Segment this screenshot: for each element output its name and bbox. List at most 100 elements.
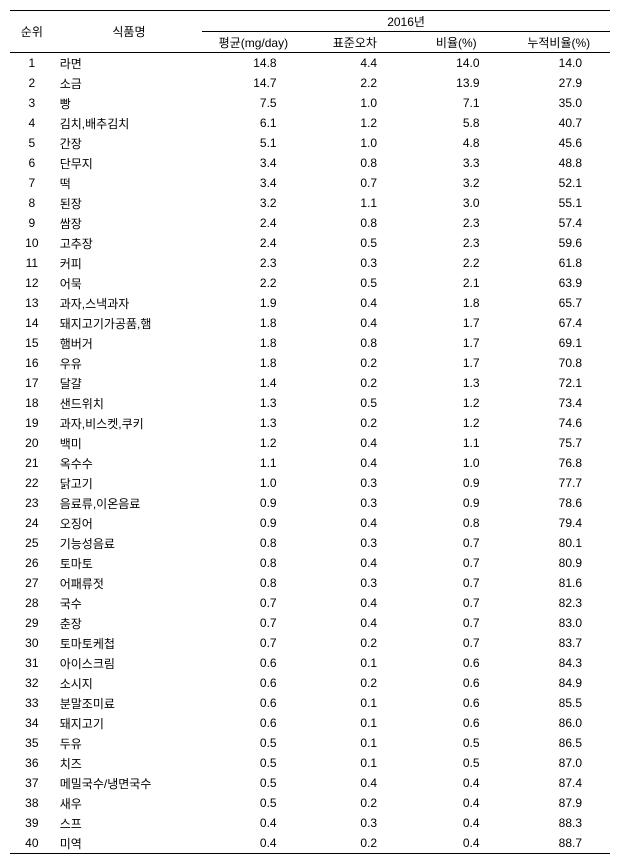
- cell-ratio: 1.8: [405, 293, 507, 313]
- cell-food-name: 어패류젓: [54, 573, 202, 593]
- cell-avg: 2.2: [202, 273, 304, 293]
- cell-rank: 31: [10, 653, 54, 673]
- cell-rank: 1: [10, 53, 54, 74]
- cell-ratio: 0.7: [405, 553, 507, 573]
- header-cumratio: 누적비율(%): [508, 32, 610, 53]
- cell-stderr: 0.2: [305, 353, 405, 373]
- cell-stderr: 1.0: [305, 133, 405, 153]
- cell-cumratio: 55.1: [508, 193, 610, 213]
- cell-avg: 2.4: [202, 213, 304, 233]
- cell-ratio: 1.2: [405, 413, 507, 433]
- cell-cumratio: 67.4: [508, 313, 610, 333]
- cell-avg: 1.1: [202, 453, 304, 473]
- cell-rank: 24: [10, 513, 54, 533]
- cell-cumratio: 14.0: [508, 53, 610, 74]
- cell-food-name: 소시지: [54, 673, 202, 693]
- header-food-name: 식품명: [54, 11, 202, 53]
- cell-cumratio: 75.7: [508, 433, 610, 453]
- cell-avg: 1.8: [202, 313, 304, 333]
- cell-rank: 32: [10, 673, 54, 693]
- cell-food-name: 소금: [54, 73, 202, 93]
- cell-food-name: 백미: [54, 433, 202, 453]
- cell-rank: 23: [10, 493, 54, 513]
- cell-food-name: 스프: [54, 813, 202, 833]
- cell-stderr: 0.1: [305, 753, 405, 773]
- table-row: 30토마토케첩0.70.20.783.7: [10, 633, 610, 653]
- cell-ratio: 0.6: [405, 673, 507, 693]
- cell-stderr: 0.7: [305, 173, 405, 193]
- cell-stderr: 0.4: [305, 513, 405, 533]
- cell-ratio: 14.0: [405, 53, 507, 74]
- cell-ratio: 1.7: [405, 313, 507, 333]
- cell-cumratio: 77.7: [508, 473, 610, 493]
- cell-food-name: 커피: [54, 253, 202, 273]
- table-row: 33분말조미료0.60.10.685.5: [10, 693, 610, 713]
- table-row: 8된장3.21.13.055.1: [10, 193, 610, 213]
- cell-avg: 3.2: [202, 193, 304, 213]
- cell-food-name: 치즈: [54, 753, 202, 773]
- table-row: 10고추장2.40.52.359.6: [10, 233, 610, 253]
- cell-cumratio: 80.9: [508, 553, 610, 573]
- cell-cumratio: 45.6: [508, 133, 610, 153]
- cell-stderr: 4.4: [305, 53, 405, 74]
- cell-rank: 15: [10, 333, 54, 353]
- table-row: 28국수0.70.40.782.3: [10, 593, 610, 613]
- cell-avg: 0.9: [202, 513, 304, 533]
- cell-food-name: 샌드위치: [54, 393, 202, 413]
- cell-cumratio: 80.1: [508, 533, 610, 553]
- cell-ratio: 0.4: [405, 773, 507, 793]
- cell-ratio: 0.9: [405, 473, 507, 493]
- cell-avg: 0.7: [202, 633, 304, 653]
- cell-stderr: 0.2: [305, 373, 405, 393]
- cell-stderr: 0.3: [305, 493, 405, 513]
- cell-rank: 27: [10, 573, 54, 593]
- cell-ratio: 0.5: [405, 733, 507, 753]
- cell-cumratio: 86.5: [508, 733, 610, 753]
- cell-rank: 28: [10, 593, 54, 613]
- cell-food-name: 옥수수: [54, 453, 202, 473]
- cell-stderr: 0.2: [305, 633, 405, 653]
- cell-rank: 40: [10, 833, 54, 854]
- table-row: 3빵7.51.07.135.0: [10, 93, 610, 113]
- cell-ratio: 3.2: [405, 173, 507, 193]
- table-row: 22닭고기1.00.30.977.7: [10, 473, 610, 493]
- cell-food-name: 메밀국수/냉면국수: [54, 773, 202, 793]
- table-row: 1라면14.84.414.014.0: [10, 53, 610, 74]
- cell-stderr: 0.4: [305, 293, 405, 313]
- table-row: 38새우0.50.20.487.9: [10, 793, 610, 813]
- cell-ratio: 2.3: [405, 213, 507, 233]
- cell-stderr: 0.8: [305, 213, 405, 233]
- cell-food-name: 단무지: [54, 153, 202, 173]
- cell-cumratio: 85.5: [508, 693, 610, 713]
- cell-cumratio: 86.0: [508, 713, 610, 733]
- table-row: 21옥수수1.10.41.076.8: [10, 453, 610, 473]
- cell-food-name: 분말조미료: [54, 693, 202, 713]
- cell-food-name: 김치,배추김치: [54, 113, 202, 133]
- cell-ratio: 1.1: [405, 433, 507, 453]
- cell-stderr: 0.5: [305, 393, 405, 413]
- cell-stderr: 0.2: [305, 833, 405, 854]
- table-row: 35두유0.50.10.586.5: [10, 733, 610, 753]
- cell-ratio: 0.7: [405, 633, 507, 653]
- cell-stderr: 0.2: [305, 413, 405, 433]
- cell-stderr: 0.4: [305, 593, 405, 613]
- cell-rank: 22: [10, 473, 54, 493]
- cell-food-name: 떡: [54, 173, 202, 193]
- cell-avg: 7.5: [202, 93, 304, 113]
- cell-stderr: 0.1: [305, 653, 405, 673]
- cell-stderr: 0.3: [305, 533, 405, 553]
- cell-rank: 37: [10, 773, 54, 793]
- table-row: 12어묵2.20.52.163.9: [10, 273, 610, 293]
- cell-avg: 14.7: [202, 73, 304, 93]
- cell-rank: 10: [10, 233, 54, 253]
- table-row: 37메밀국수/냉면국수0.50.40.487.4: [10, 773, 610, 793]
- cell-ratio: 1.7: [405, 333, 507, 353]
- cell-ratio: 4.8: [405, 133, 507, 153]
- cell-rank: 14: [10, 313, 54, 333]
- table-row: 11커피2.30.32.261.8: [10, 253, 610, 273]
- cell-rank: 20: [10, 433, 54, 453]
- cell-ratio: 0.7: [405, 613, 507, 633]
- table-row: 9쌈장2.40.82.357.4: [10, 213, 610, 233]
- cell-stderr: 0.4: [305, 773, 405, 793]
- table-row: 24오징어0.90.40.879.4: [10, 513, 610, 533]
